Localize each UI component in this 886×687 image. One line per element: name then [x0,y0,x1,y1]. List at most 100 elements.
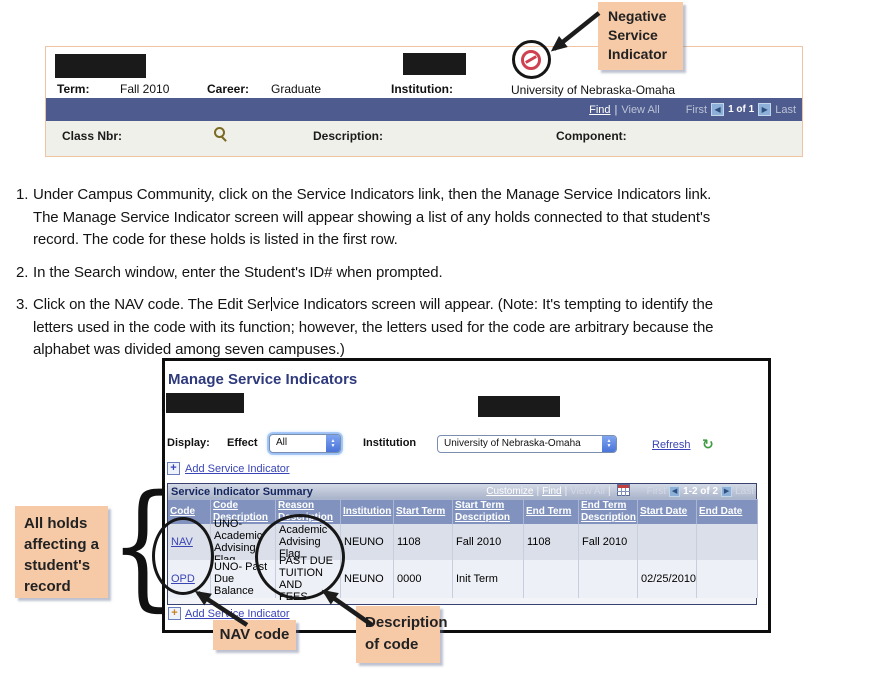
class-search-screenshot: Term: Fall 2010 Career: Graduate Institu… [45,46,803,157]
last-link[interactable]: Last [775,103,796,116]
grid-title-bar: Service Indicator Summary Customize | Fi… [168,484,756,499]
col-header-start-date[interactable]: Start Date [638,499,697,524]
instruction-step-3: 3. Click on the NAV code. The Edit Ser vi… [16,294,880,362]
institution-selected-value: University of Nebraska-Omaha [444,438,581,449]
col-header-end-term[interactable]: End Term [524,499,579,524]
first-link[interactable]: First [685,103,708,116]
nav-code-callout: NAV code [213,620,296,650]
effect-selected-value: All [276,437,288,448]
description-label: Description: [313,129,384,143]
find-link[interactable]: Find [589,103,611,116]
add-icon[interactable]: + [167,462,180,475]
term-label: Term: [57,82,90,96]
negative-service-indicator-icon[interactable] [521,50,541,70]
service-indicator-summary-grid: Service Indicator Summary Customize | Fi… [167,483,758,605]
page-indicator: 1 of 1 [728,104,755,115]
page-navigation-bar: Find | View All First ◀ 1 of 1 ▶ Last [46,98,802,121]
add-icon[interactable]: + [168,607,181,620]
divider: | [614,103,618,116]
next-page-button[interactable]: ▶ [758,103,772,116]
col-header-institution[interactable]: Institution [341,499,394,524]
download-grid-icon[interactable] [616,484,630,499]
grid-last-link[interactable]: Last [735,486,754,497]
step-text: Click on the NAV code. The Edit Ser vice … [33,296,714,358]
redacted-box [55,54,146,78]
institution-dropdown[interactable]: University of Nebraska-Omaha ▲ ▼ [437,435,617,453]
cell-start-term-description: Fall 2010 [453,524,524,560]
customize-link[interactable]: Customize [486,486,534,497]
col-header-start-term-description[interactable]: Start Term Description [453,499,524,524]
cell-start-term: 0000 [394,560,453,598]
instruction-step-1: 1. Under Campus Community, click on the … [16,184,880,252]
instruction-step-2: 2. In the Search window, enter the Stude… [16,262,880,285]
cell-end-term [524,560,579,598]
step-number: 2. [16,263,29,281]
class-detail-row: Class Nbr: Description: Component: [46,121,802,156]
grid-view-all-link[interactable]: View All [570,486,606,497]
grid-toolbar: Customize | Find | View All | First ◀ 1-… [486,484,754,499]
codes-circle-annotation [152,517,214,595]
cell-institution: NEUNO [341,524,394,560]
institution-label: Institution: [391,82,453,96]
redacted-box [478,396,560,417]
descriptions-circle-annotation [255,514,345,600]
view-all-link[interactable]: View All [621,103,660,116]
col-header-end-term-description[interactable]: End Term Description [579,499,638,524]
dropdown-stepper-icon: ▲ ▼ [326,435,340,452]
institution-value: University of Nebraska-Omaha [511,83,676,97]
cell-end-date [697,524,758,560]
career-value: Graduate [271,82,322,96]
cell-start-date [638,524,697,560]
add-service-indicator-link[interactable]: Add Service Indicator [185,463,290,475]
grid-footer-strip [168,598,756,604]
cell-end-term-description [579,560,638,598]
component-label: Component: [556,129,627,143]
grid-page-indicator: 1-2 of 2 [683,486,719,497]
grid-first-link[interactable]: First [646,486,667,497]
effect-dropdown[interactable]: All ▲ ▼ [269,434,341,453]
instructions-list: 1. Under Campus Community, click on the … [16,184,880,372]
refresh-icon[interactable]: ↻ [702,436,714,452]
prev-page-button[interactable]: ◀ [711,103,725,116]
cell-end-term-description: Fall 2010 [579,524,638,560]
class-nbr-label: Class Nbr: [62,129,123,143]
step-text: In the Search window, enter the Student'… [33,263,443,281]
manage-service-indicators-screenshot: Manage Service Indicators Display: Effec… [162,358,771,633]
cell-end-date [697,560,758,598]
add-service-indicator-link-bottom[interactable]: Add Service Indicator [185,608,290,620]
cell-start-term: 1108 [394,524,453,560]
grid-find-link[interactable]: Find [542,486,562,497]
grid-next-button[interactable]: ▶ [721,486,733,497]
text-caret [270,297,272,311]
cell-start-date: 02/25/2010 [638,560,697,598]
col-header-start-term[interactable]: Start Term [394,499,453,524]
cell-end-term: 1108 [524,524,579,560]
grid-prev-button[interactable]: ◀ [669,486,681,497]
all-holds-callout: All holds affecting a student's record [15,506,108,598]
lookup-magnifier-icon[interactable] [214,127,229,142]
step-number: 3. [16,296,29,313]
negative-service-indicator-callout: Negative Service Indicator [598,2,683,70]
negative-indicator-arrow [550,11,601,52]
career-label: Career: [207,82,250,96]
col-header-code-description[interactable]: Code Description [211,499,276,524]
redacted-box [403,53,466,75]
dropdown-stepper-icon: ▲ ▼ [602,436,616,452]
description-of-code-callout: Description of code [356,606,448,663]
col-header-end-date[interactable]: End Date [697,499,758,524]
term-value: Fall 2010 [120,82,170,96]
cell-start-term-description: Init Term [453,560,524,598]
cell-institution: NEUNO [341,560,394,598]
effect-label: Effect [227,437,258,449]
step-number: 1. [16,186,29,203]
grid-title: Service Indicator Summary [171,485,313,498]
curly-brace-annotation: { [110,467,175,625]
redacted-box [166,393,244,413]
step-text: Under Campus Community, click on the Ser… [33,186,712,248]
display-label: Display: [167,437,210,449]
page-title: Manage Service Indicators [168,371,358,388]
refresh-link[interactable]: Refresh [652,439,691,451]
hand-drawn-circle [512,40,551,79]
institution-label: Institution [363,437,417,449]
